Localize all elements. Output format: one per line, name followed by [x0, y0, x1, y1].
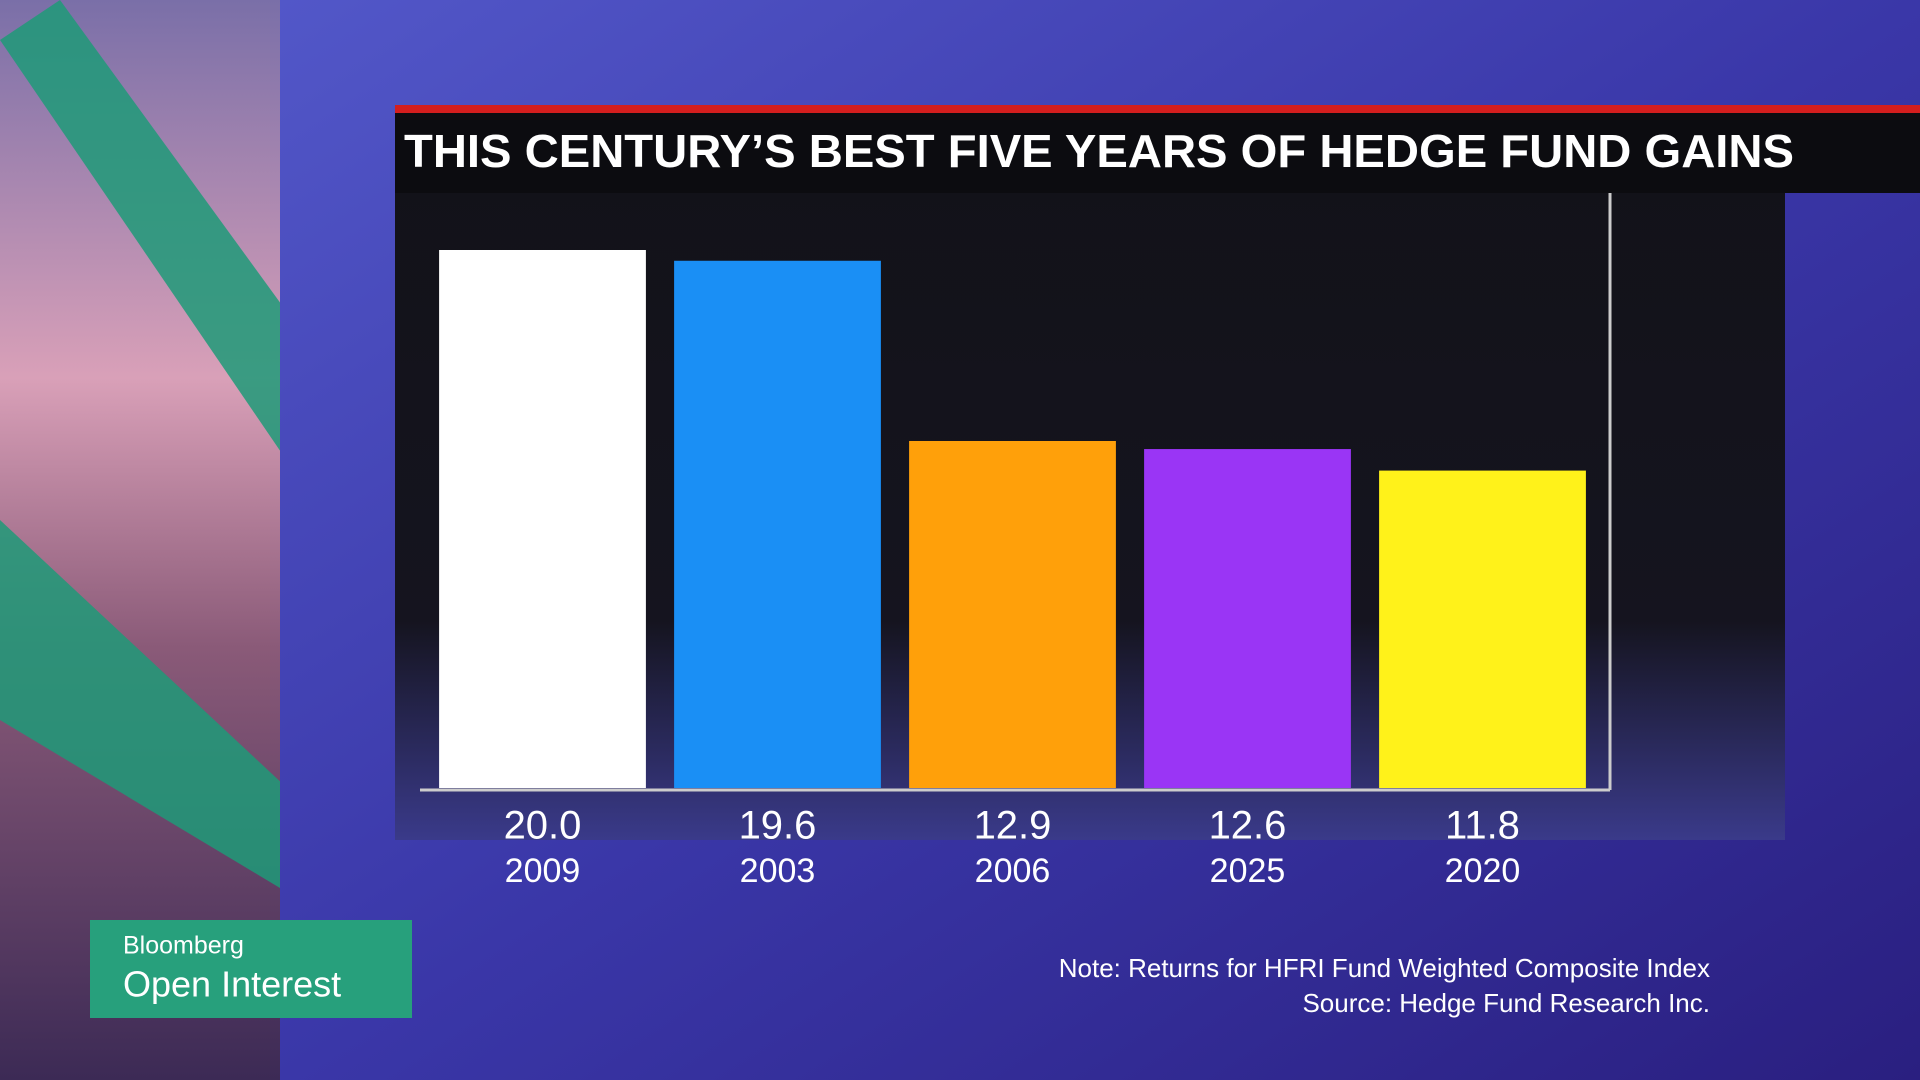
- chart-title: THIS CENTURY’S BEST FIVE YEARS OF HEDGE …: [404, 125, 1794, 177]
- show-badge: [90, 920, 412, 1018]
- red-rule: [395, 105, 1920, 113]
- bar: [439, 250, 646, 788]
- green-stripe: [0, 520, 300, 900]
- title-bar: [395, 113, 1920, 193]
- value-label: 12.6: [1209, 804, 1287, 848]
- show-name: Open Interest: [123, 964, 341, 1005]
- bar: [674, 260, 881, 788]
- note: Note: Returns for HFRI Fund Weighted Com…: [1059, 953, 1710, 983]
- bar: [909, 440, 1116, 788]
- x-tick-label: 2009: [505, 852, 581, 890]
- x-tick-label: 2003: [740, 852, 816, 890]
- green-stripe: [0, 0, 300, 480]
- bar: [1379, 470, 1586, 788]
- value-label: 20.0: [504, 804, 582, 848]
- bar: [1144, 449, 1351, 788]
- x-tick-label: 2020: [1445, 852, 1521, 890]
- value-label: 12.9: [974, 804, 1052, 848]
- x-tick-label: 2025: [1210, 852, 1286, 890]
- source: Source: Hedge Fund Research Inc.: [1302, 988, 1710, 1018]
- x-tick-label: 2006: [975, 852, 1051, 890]
- network-name: Bloomberg: [123, 932, 244, 960]
- value-label: 19.6: [739, 804, 817, 848]
- value-label: 11.8: [1445, 804, 1520, 848]
